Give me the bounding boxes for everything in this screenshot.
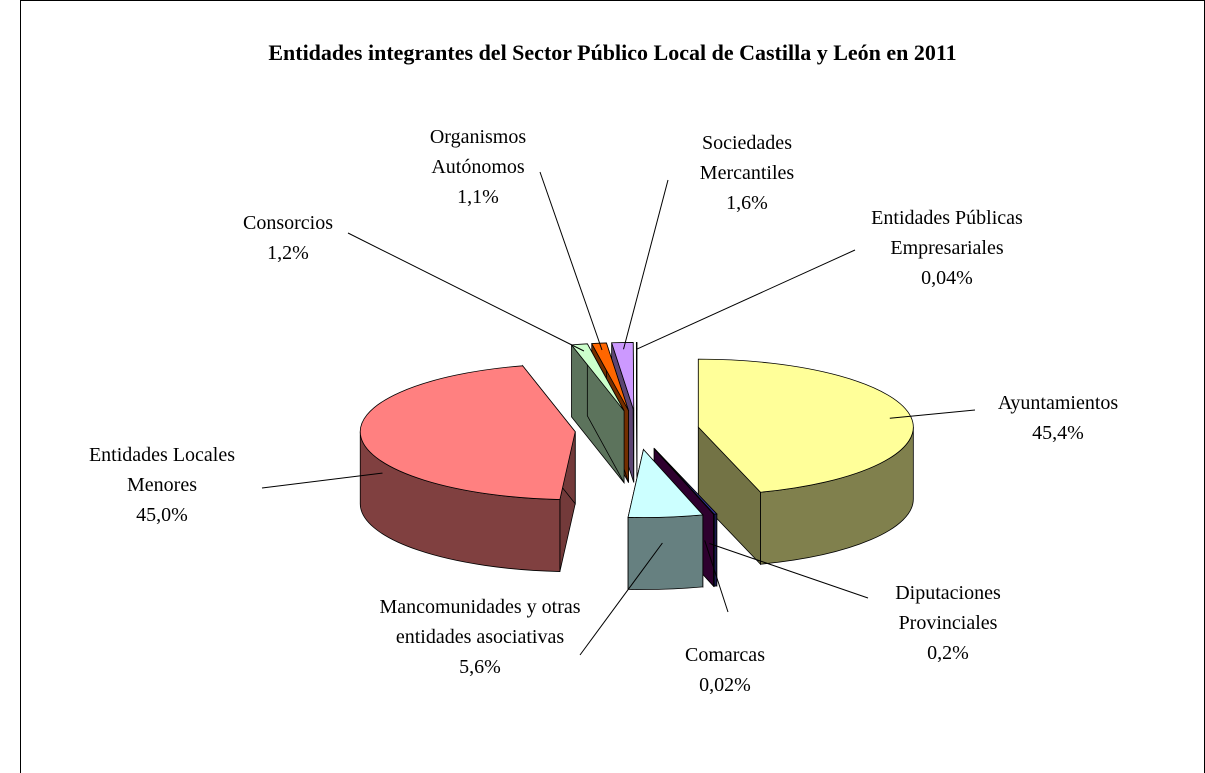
leader-line [889,409,976,419]
slice [635,341,638,411]
slice [591,342,629,411]
label-value: 0,02% [699,674,751,696]
data-label: Entidades Públicas Empresariales 0,04% [842,203,1052,293]
slice [627,448,704,518]
label-value: 1,1% [457,186,499,208]
label-value: 45,0% [136,504,188,526]
label-value: 0,04% [921,267,973,289]
label-category: Ayuntamientos [997,392,1119,414]
leader-line [704,540,729,613]
leader-line [539,171,603,351]
slice [697,358,914,493]
leader-line [261,472,383,489]
slice [611,342,635,411]
data-label: Mancomunidades y otras entidades asociat… [365,592,595,682]
data-label: Consorcios 1,2% [218,208,358,268]
label-category: Consorcios [243,212,333,234]
label-category: Diputaciones Provinciales [895,582,1001,634]
leader-line [347,232,585,352]
slice [359,365,576,500]
leader-line [709,543,869,599]
label-category: Entidades Públicas Empresariales [871,207,1023,259]
label-category: Organismos Autónomos [429,126,527,178]
data-label: Diputaciones Provinciales 0,2% [863,578,1033,668]
label-category: Entidades Locales Menores [88,444,236,496]
label-category: Comarcas [685,644,765,666]
slice-wall [627,514,704,590]
label-value: 1,2% [267,242,309,264]
label-value: 0,2% [927,642,969,664]
data-label: Entidades Locales Menores 45,0% [62,440,262,530]
data-label: Ayuntamientos 45,4% [958,388,1158,448]
slice [653,448,715,515]
label-value: 1,6% [726,192,768,214]
leader-line [623,179,669,350]
data-label: Sociedades Mercantiles 1,6% [677,128,817,218]
label-value: 45,4% [1032,422,1084,444]
chart-title: Entidades integrantes del Sector Público… [268,40,957,65]
leader-line [636,249,856,350]
label-value: 5,6% [459,656,501,678]
data-label: Organismos Autónomos 1,1% [408,122,548,212]
label-category: Mancomunidades y otras entidades asociat… [379,596,581,648]
data-label: Comarcas 0,02% [655,640,795,700]
leader-line [579,542,663,656]
label-category: Sociedades Mercantiles [699,132,795,184]
